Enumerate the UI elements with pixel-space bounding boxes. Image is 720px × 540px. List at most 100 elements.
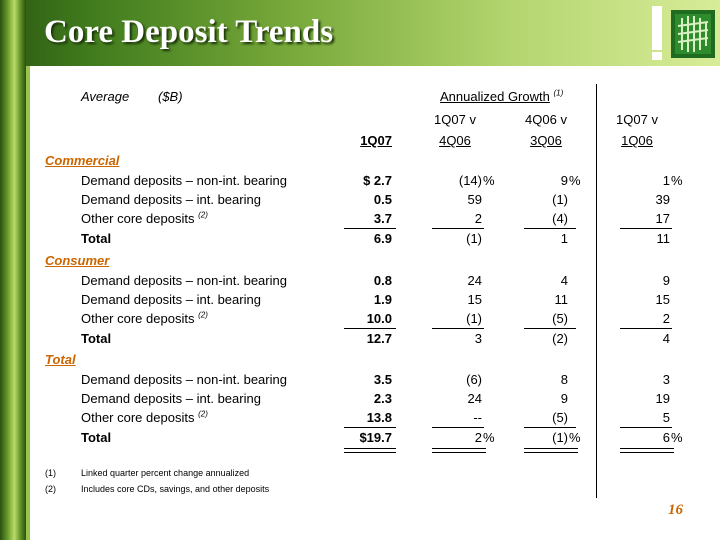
cell-value: 24 <box>467 273 482 288</box>
cell-value: 17 <box>655 211 670 226</box>
subtotal-rule <box>344 427 396 428</box>
footnote-ref: (2) <box>198 210 208 220</box>
cell-value: (4) <box>552 211 568 226</box>
exclamation-mark-bar <box>652 6 662 50</box>
cell-value: 4 <box>662 331 670 346</box>
cell-value: 39 <box>655 192 670 207</box>
grand-total-rule <box>620 452 674 453</box>
section-header: Commercial <box>45 153 120 168</box>
section-header: Consumer <box>45 253 110 268</box>
cell-value: 1 <box>662 173 670 188</box>
subtotal-rule <box>432 228 484 229</box>
row-label: Demand deposits – non-int. bearing <box>81 273 287 289</box>
row-label: Total <box>81 331 111 347</box>
cell-value: 9 <box>662 273 670 288</box>
units-label: ($B) <box>158 89 183 104</box>
row-label: Other core deposits (2) <box>81 211 208 227</box>
subtotal-rule <box>344 228 396 229</box>
footnote-ref: (2) <box>198 310 208 320</box>
row-label: Total <box>81 430 111 446</box>
footnote-2-text: Includes core CDs, savings, and other de… <box>81 484 270 494</box>
bank-logo-icon <box>671 10 715 58</box>
cell-value: 24 <box>467 391 482 406</box>
cell-value: (1) <box>466 311 482 326</box>
column-divider <box>596 84 597 498</box>
footnote-1-text: Linked quarter percent change annualized <box>81 468 250 478</box>
subtotal-rule <box>620 228 672 229</box>
percent-sign: % <box>569 430 581 445</box>
cell-value: 4 <box>560 273 568 288</box>
cell-value: 6 <box>662 430 670 445</box>
row-label: Total <box>81 231 111 247</box>
row-label-text: Demand deposits – non-int. bearing <box>81 173 287 188</box>
cell-value: 15 <box>655 292 670 307</box>
percent-sign: % <box>569 173 581 188</box>
col-header-1q06: 1Q06 <box>621 133 653 148</box>
cell-value: 59 <box>467 192 482 207</box>
cell-value: $19.7 <box>359 430 392 445</box>
subtotal-rule <box>620 427 672 428</box>
cell-value: (1) <box>466 231 482 246</box>
row-label: Other core deposits (2) <box>81 410 208 426</box>
row-label-text: Total <box>81 430 112 445</box>
subtotal-rule <box>524 328 576 329</box>
cell-value: 10.0 <box>366 311 392 326</box>
grand-total-rule <box>344 452 396 453</box>
cell-value: 9 <box>560 173 568 188</box>
page-number: 16 <box>668 502 683 518</box>
col-header-top-2: 4Q06 v <box>525 112 567 127</box>
cell-value: 0.8 <box>373 273 392 288</box>
cell-value: 2 <box>474 430 482 445</box>
cell-value: 19 <box>655 391 670 406</box>
subtotal-rule <box>524 228 576 229</box>
cell-value: 5 <box>662 410 670 425</box>
grand-total-rule <box>432 452 486 453</box>
average-label: Average <box>81 89 130 104</box>
footnote-1-number: (1) <box>45 468 56 478</box>
row-label-text: Demand deposits – non-int. bearing <box>81 273 287 288</box>
cell-value: (5) <box>552 311 568 326</box>
section-header: Total <box>45 352 76 367</box>
subtotal-rule <box>620 328 672 329</box>
percent-sign: % <box>483 430 495 445</box>
row-label: Demand deposits – non-int. bearing <box>81 173 287 189</box>
row-label-text: Total <box>81 331 112 346</box>
grand-total-rule <box>432 448 486 449</box>
subtotal-rule <box>432 328 484 329</box>
cell-value: 1 <box>560 231 568 246</box>
cell-value: (6) <box>466 372 482 387</box>
row-label: Other core deposits (2) <box>81 311 208 327</box>
percent-sign: % <box>483 173 495 188</box>
cell-value: 11 <box>656 231 671 246</box>
cell-value: 8 <box>560 372 568 387</box>
cell-value: 12.7 <box>366 331 392 346</box>
row-label-text: Other core deposits <box>81 311 195 326</box>
row-label: Demand deposits – int. bearing <box>81 391 261 407</box>
cell-value: 1.9 <box>373 292 392 307</box>
grand-total-rule <box>524 448 578 449</box>
cell-value: 3.7 <box>373 211 392 226</box>
cell-value: (2) <box>552 331 568 346</box>
page-title: Core Deposit Trends <box>44 14 334 50</box>
row-label-text: Demand deposits – int. bearing <box>81 292 261 307</box>
row-label-text: Demand deposits – int. bearing <box>81 391 261 406</box>
col-header-top-1: 1Q07 v <box>434 112 476 127</box>
subtotal-rule <box>524 427 576 428</box>
exclamation-mark-dot <box>652 52 662 60</box>
grand-total-rule <box>620 448 674 449</box>
cell-value: 11 <box>554 292 569 307</box>
cell-value: 15 <box>467 292 482 307</box>
col-header-1q07: 1Q07 <box>360 133 392 148</box>
cell-value: 0.5 <box>373 192 392 207</box>
row-label-text: Demand deposits – int. bearing <box>81 192 261 207</box>
cell-value: (1) <box>552 430 568 445</box>
cell-value: 9 <box>560 391 568 406</box>
row-label-text: Demand deposits – non-int. bearing <box>81 372 287 387</box>
cell-value: (14) <box>458 173 482 188</box>
row-label-text: Total <box>81 231 112 246</box>
cell-value: 3 <box>474 331 482 346</box>
cell-value: 2 <box>662 311 670 326</box>
cell-value: $ 2.7 <box>363 173 392 188</box>
cell-value: (5) <box>552 410 568 425</box>
percent-sign: % <box>671 430 683 445</box>
